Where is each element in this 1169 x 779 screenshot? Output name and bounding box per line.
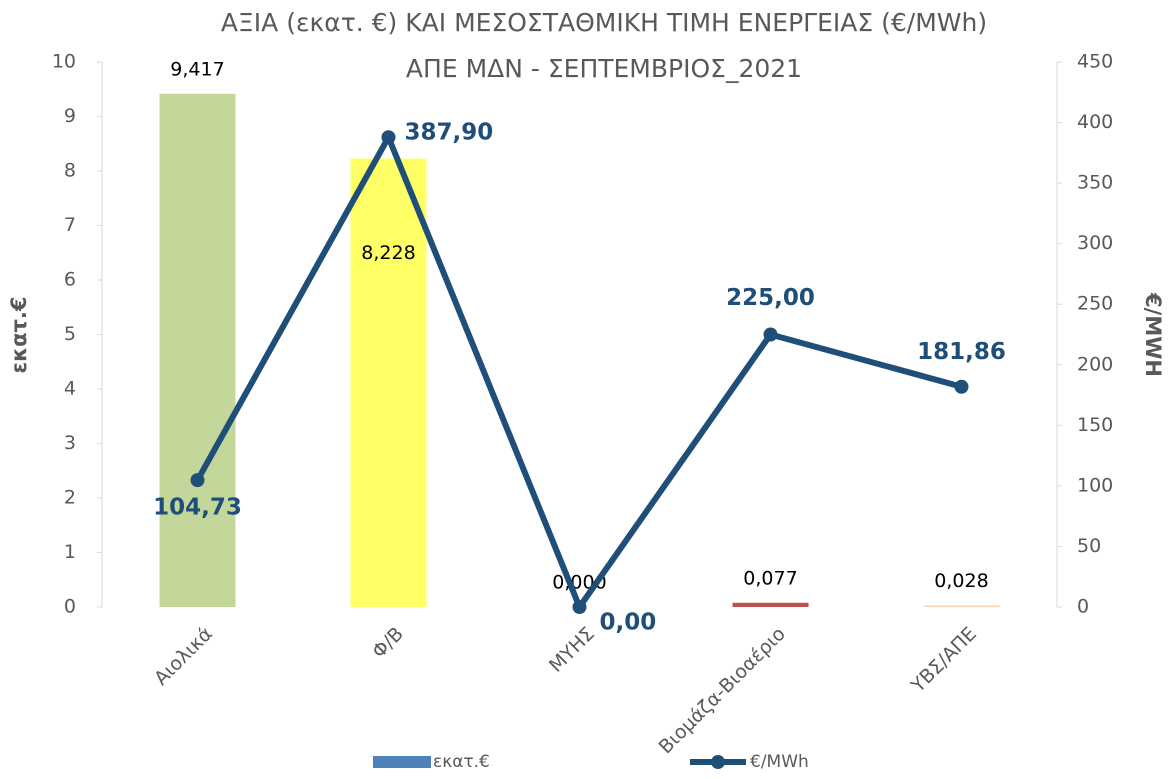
y2-tick-label: 250 bbox=[1077, 293, 1113, 315]
bar bbox=[923, 605, 1000, 607]
y-tick-label: 6 bbox=[64, 269, 76, 291]
legend-swatch bbox=[711, 755, 725, 769]
y-tick-label: 5 bbox=[64, 323, 76, 345]
y2-tick-label: 150 bbox=[1077, 414, 1113, 436]
y-tick-label: 3 bbox=[64, 432, 76, 454]
data-label: 0,028 bbox=[934, 570, 988, 592]
y-tick-label: 4 bbox=[64, 378, 76, 400]
y-tick-label: 2 bbox=[64, 487, 76, 509]
y2-tick-label: 450 bbox=[1077, 51, 1113, 73]
data-label: 8,228 bbox=[361, 242, 415, 264]
y-axis-label: εκατ.€ bbox=[7, 296, 31, 373]
chart-title: ΑΞΙΑ (εκατ. €) ΚΑΙ ΜΕΣΟΣΤΑΘΜΙΚΗ ΤΙΜΗ ΕΝΕ… bbox=[221, 8, 987, 37]
y-tick-label: 0 bbox=[64, 596, 76, 618]
legend-label: εκατ.€ bbox=[433, 752, 490, 772]
y-tick-label: 1 bbox=[64, 541, 76, 563]
line-marker bbox=[954, 379, 969, 394]
data-label: 225,00 bbox=[726, 285, 815, 311]
y2-axis-label: €/MWH bbox=[1141, 292, 1165, 377]
data-label: 104,73 bbox=[153, 495, 242, 521]
line-marker bbox=[763, 327, 778, 342]
legend-label: €/MWh bbox=[750, 752, 809, 772]
data-label: 181,86 bbox=[917, 339, 1006, 365]
y-tick-label: 8 bbox=[64, 160, 76, 182]
y-tick-label: 10 bbox=[52, 51, 76, 73]
y2-tick-label: 400 bbox=[1077, 111, 1113, 133]
y2-tick-label: 200 bbox=[1077, 353, 1113, 375]
y2-tick-label: 50 bbox=[1077, 535, 1101, 557]
data-label: 0,00 bbox=[600, 610, 657, 636]
bar bbox=[350, 158, 427, 607]
y2-tick-label: 0 bbox=[1077, 596, 1089, 618]
bar bbox=[159, 93, 236, 607]
data-label: 387,90 bbox=[405, 120, 494, 146]
data-label: 0,077 bbox=[743, 567, 797, 589]
y-tick-label: 9 bbox=[64, 105, 76, 127]
line-marker bbox=[381, 130, 396, 145]
y2-tick-label: 300 bbox=[1077, 232, 1113, 254]
chart-title: ΑΠΕ ΜΔΝ - ΣΕΠΤΕΜΒΡΙΟΣ_2021 bbox=[406, 54, 802, 83]
data-label: 9,417 bbox=[170, 58, 224, 80]
legend-swatch bbox=[373, 756, 431, 768]
line-marker bbox=[572, 600, 587, 614]
y2-tick-label: 100 bbox=[1077, 474, 1113, 496]
bar bbox=[732, 602, 809, 607]
line-marker bbox=[190, 473, 205, 488]
y-tick-label: 7 bbox=[64, 214, 76, 236]
y2-tick-label: 350 bbox=[1077, 172, 1113, 194]
